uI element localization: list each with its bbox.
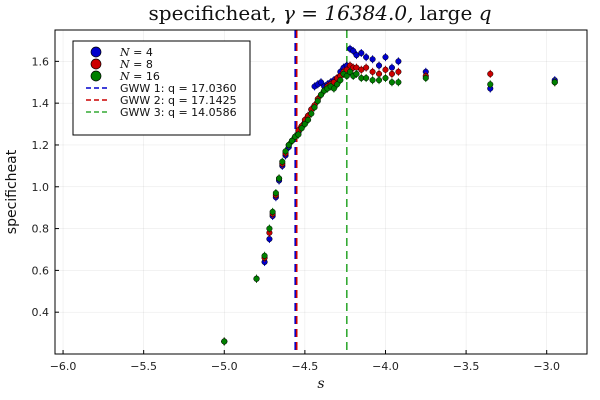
y-axis-label: specificheat [4,149,20,234]
series-1 [221,44,558,346]
legend-label: GWW 1: q = 17.0360 [120,82,237,95]
x-tick-label: −3.0 [533,360,560,373]
data-point [337,77,344,84]
y-tick-label: 0.4 [32,306,50,319]
data-point [395,68,402,75]
y-tick-label: 0.8 [32,223,50,236]
data-point [375,62,383,69]
data-point [353,70,360,77]
legend-label: GWW 2: q = 17.1425 [120,94,237,107]
data-point [317,79,325,86]
data-point [279,158,286,165]
legend-marker [90,70,102,82]
data-point [288,137,296,144]
data-point [317,91,325,98]
x-tick-label: −4.0 [372,360,399,373]
x-ticks: −6.0 −5.5 −5.0 −4.5 −4.0 −3.5 −3.0 [50,350,560,373]
data-point [295,131,302,138]
grid [55,30,587,354]
reference-lines [294,30,348,354]
plot-frame [54,29,588,355]
data-point [375,70,383,77]
legend-marker [90,46,102,58]
data-series [221,44,558,346]
data-point [276,175,283,182]
data-point [221,338,228,345]
data-point [308,110,315,117]
y-tick-label: 0.6 [32,264,50,277]
data-point [266,235,273,243]
legend-label: N = 4 [119,46,153,59]
data-point [282,148,289,155]
data-point [422,75,429,82]
data-point [253,275,260,282]
y-tick-label: 1.2 [32,139,50,152]
x-axis-label: s [317,376,324,392]
data-point [298,125,305,132]
data-point [487,70,494,77]
series-2 [221,61,558,346]
data-point [388,79,395,86]
data-point [388,64,395,71]
x-tick-label: −3.5 [453,360,480,373]
x-tick-label: −6.0 [50,360,77,373]
data-point [487,81,494,88]
data-point [551,79,558,86]
x-tick-label: −4.5 [292,360,319,373]
data-point [269,208,276,215]
legend-label: N = 8 [119,58,153,71]
data-point [382,66,389,73]
data-point [358,49,365,57]
y-tick-label: 1.6 [32,55,50,68]
data-point [363,54,370,61]
data-point [388,70,395,77]
data-point [330,85,337,92]
x-tick-label: −5.5 [130,360,157,373]
y-tick-label: 1.4 [32,97,50,110]
x-tick-label: −5.0 [211,360,238,373]
data-point [346,68,354,75]
data-point [285,141,292,149]
y-ticks: 0.4 0.6 0.8 1.0 1.2 1.4 1.6 [32,55,59,319]
data-point [311,104,318,111]
data-point [261,252,268,259]
data-point [369,77,376,84]
y-tick-label: 1.0 [32,181,50,194]
data-point [301,121,308,128]
data-point [266,225,273,232]
data-point [382,75,389,82]
legend-label: N = 16 [119,70,160,83]
data-point [334,81,341,88]
data-point [395,58,402,65]
data-point [305,116,312,123]
data-point [369,68,376,75]
data-point [363,64,370,71]
data-point [363,75,370,82]
legend-marker [90,58,102,70]
chart-title: specificheat, γ = 16384.0, large q [149,1,492,25]
data-point [314,98,321,105]
legend-label: GWW 3: q = 14.0586 [120,106,237,119]
data-point [369,56,376,63]
series-3 [221,67,558,346]
data-point [343,72,350,80]
data-point [350,47,357,54]
data-point [382,54,389,61]
data-point [375,77,383,84]
data-point [272,189,279,197]
data-point [395,79,402,86]
